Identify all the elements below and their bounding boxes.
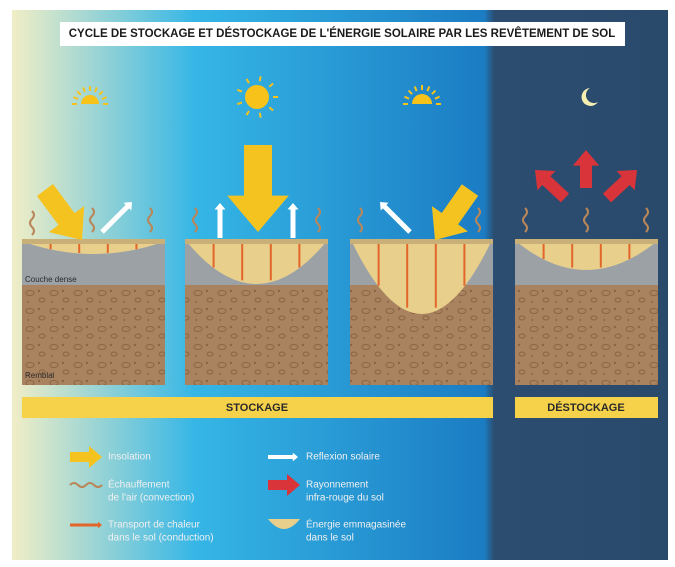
surface <box>185 239 328 244</box>
legend-label: Reflexion solaire <box>306 452 380 463</box>
fill-layer <box>22 285 165 385</box>
legend-label: dans le sol <box>306 533 354 544</box>
legend-label: Insolation <box>108 452 151 463</box>
layer-label: Remblai <box>25 371 55 380</box>
surface <box>515 239 658 244</box>
fill-layer <box>185 285 328 385</box>
legend-label: Transport de chaleur <box>108 520 201 531</box>
legend-label: Échauffement <box>108 478 170 491</box>
legend-label: de l'air (convection) <box>108 493 194 504</box>
diagram: CYCLE DE STOCKAGE ET DÉSTOCKAGE DE L'ÉNE… <box>0 0 675 567</box>
title: CYCLE DE STOCKAGE ET DÉSTOCKAGE DE L'ÉNE… <box>69 27 616 40</box>
storage-label: STOCKAGE <box>226 402 288 414</box>
release-label: DÉSTOCKAGE <box>547 401 624 414</box>
surface <box>350 239 493 244</box>
legend-label: dans le sol (conduction) <box>108 533 214 544</box>
sun-ray <box>260 76 261 81</box>
legend-label: Énergie emmagasinée <box>306 518 406 531</box>
surface <box>22 239 165 244</box>
sun <box>245 85 269 109</box>
layer-label: Couche dense <box>25 275 77 284</box>
fill-layer <box>515 285 658 385</box>
sun-ray <box>260 113 261 118</box>
legend-label: Rayonnement <box>306 480 368 491</box>
legend-label: infra-rouge du sol <box>306 493 384 504</box>
